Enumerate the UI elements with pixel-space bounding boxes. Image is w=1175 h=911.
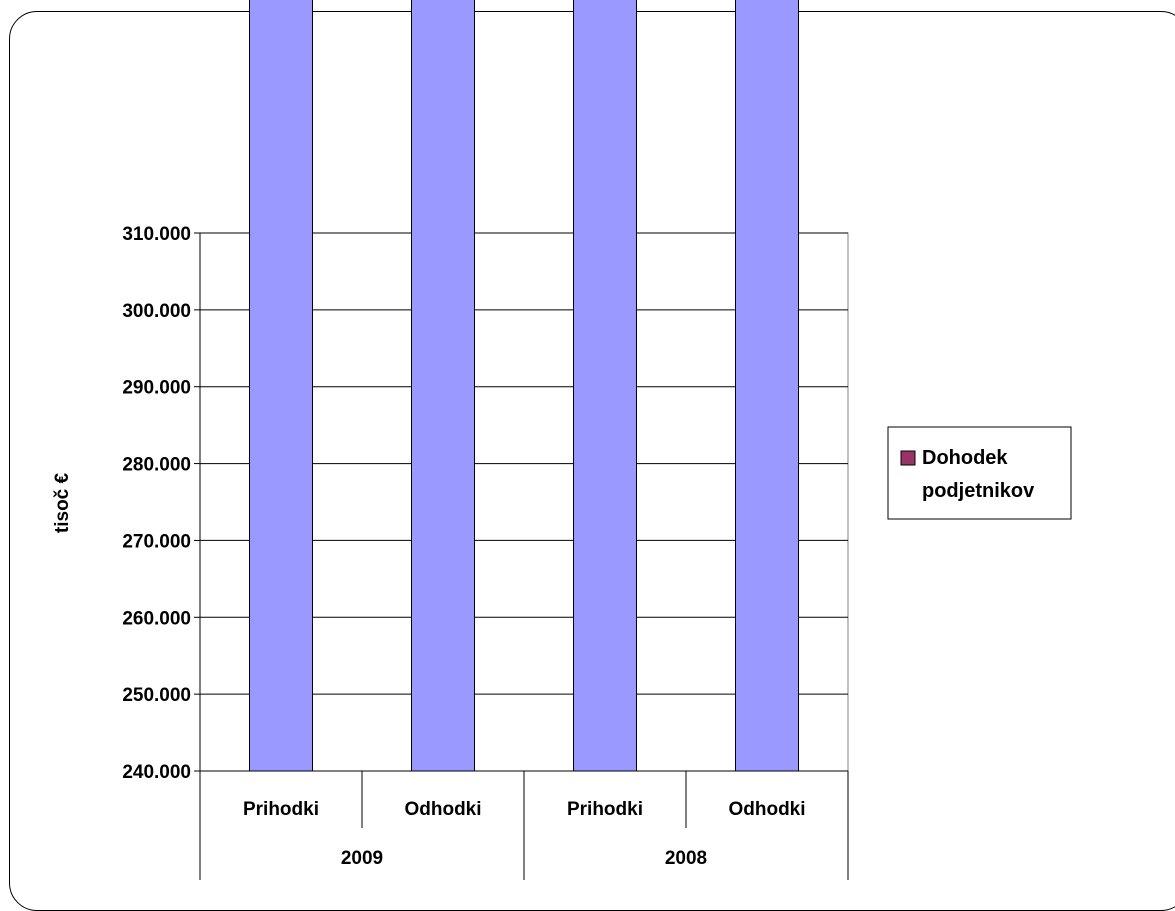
- legend: Dohodek podjetnikov: [887, 426, 1072, 520]
- legend-label-line1: Dohodek: [922, 447, 1008, 469]
- bar-segment-base: [735, 0, 799, 772]
- y-tick-label: 290.000: [122, 378, 191, 399]
- y-tick-label: 260.000: [122, 608, 191, 629]
- y-tick-labels: 240.000 250.000 260.000 270.000 280.000 290.0…: [122, 224, 191, 783]
- legend-swatch: [900, 450, 916, 466]
- chart: 240.000 250.000 260.000 270.000 280.000 290.0…: [52, 0, 1072, 880]
- y-tick-label: 310.000: [122, 224, 191, 245]
- group-label: 2008: [665, 848, 707, 869]
- x-tick-label: Prihodki: [243, 799, 319, 820]
- axes: [194, 232, 849, 880]
- x-tick-label: Odhodki: [728, 799, 805, 820]
- y-tick-label: 240.000: [122, 762, 191, 783]
- y-tick-label: 270.000: [122, 531, 191, 552]
- group-label: 2009: [341, 848, 383, 869]
- legend-label-line2: podjetnikov: [922, 480, 1035, 502]
- bar-segment-base: [573, 0, 637, 772]
- y-tick-label: 250.000: [122, 685, 191, 706]
- bars: [249, 0, 799, 772]
- x-tick-label: Odhodki: [404, 799, 481, 820]
- legend-box: [887, 426, 1072, 520]
- bar-segment-base: [249, 0, 313, 772]
- bar-segment-base: [411, 0, 475, 772]
- x-tick-label: Prihodki: [567, 799, 643, 820]
- y-tick-label: 300.000: [122, 301, 191, 322]
- y-axis-label: tisoč €: [52, 472, 73, 533]
- category-labels: Prihodki Odhodki Prihodki Odhodki 2009 2008: [243, 799, 806, 869]
- y-tick-label: 280.000: [122, 455, 191, 476]
